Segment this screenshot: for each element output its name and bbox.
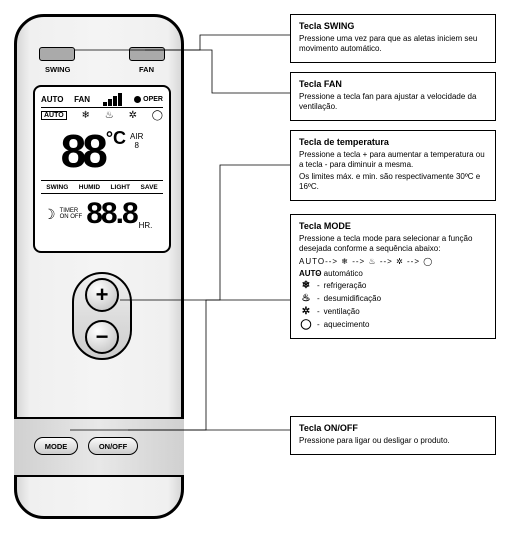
temp-display: 88: [61, 128, 104, 174]
mode-item-dry: ♨-desumidificação: [299, 293, 487, 304]
callout-swing: Tecla SWING Pressione uma vez para que a…: [290, 14, 496, 63]
swing-button[interactable]: [39, 47, 75, 61]
mode-list: AUTO-automático ❄-refrigeração ♨-desumid…: [299, 269, 487, 330]
mode-item-label: refrigeração: [324, 281, 367, 290]
mode-item-cool: ❄-refrigeração: [299, 280, 487, 291]
mode-item-label: desumidificação: [324, 294, 381, 303]
lcd-light: LIGHT: [111, 184, 131, 191]
moon-icon: ☽: [43, 206, 56, 223]
air-number: 8: [134, 141, 138, 150]
callout-fan: Tecla FAN Pressione a tecla fan para aju…: [290, 72, 496, 121]
lcd-auto: AUTO: [41, 95, 64, 104]
oper-text: OPER: [143, 96, 163, 103]
mode-item-label: automático: [324, 269, 363, 278]
oper-light-icon: [134, 96, 141, 103]
fan-icon: ✲: [129, 110, 137, 121]
callout-temp-body2: Os limites máx. e min. são respectivamen…: [299, 172, 487, 192]
temp-up-button[interactable]: +: [85, 278, 119, 312]
mode-item-heat: ◯-aquecimento: [299, 319, 487, 330]
oper-indicator: OPER: [134, 96, 163, 103]
callout-temp-body1: Pressione a tecla + para aumentar a temp…: [299, 150, 487, 170]
callout-onoff-body: Pressione para ligar ou desligar o produ…: [299, 436, 487, 446]
degree-label: °C: [106, 128, 126, 149]
callout-swing-body: Pressione uma vez para que as aletas ini…: [299, 34, 487, 54]
temp-down-button[interactable]: −: [85, 320, 119, 354]
heat-icon: ◯: [299, 319, 313, 330]
mode-auto: AUTO: [41, 111, 67, 120]
air-text: AIR: [130, 132, 143, 141]
lcd-swing: SWING: [46, 184, 68, 191]
callout-temp: Tecla de temperatura Pressione a tecla +…: [290, 130, 496, 201]
mode-item-label: ventilação: [324, 307, 360, 316]
mode-item-icon: AUTO: [299, 269, 313, 278]
fan-button[interactable]: [129, 47, 165, 61]
timer-label: TIMER ON OFF: [60, 208, 83, 220]
air-indicator: AIR 8: [130, 132, 143, 150]
remote-body: SWING FAN AUTO FAN OPER AUTO ❄ ♨ ✲: [14, 14, 184, 519]
lcd-humid: HUMID: [79, 184, 100, 191]
hr-label: HR.: [139, 221, 153, 230]
callout-fan-body: Pressione a tecla fan para ajustar a vel…: [299, 92, 487, 112]
callout-mode: Tecla MODE Pressione a tecla mode para s…: [290, 214, 496, 339]
mode-item-fan: ✲-ventilação: [299, 306, 487, 317]
mode-button[interactable]: MODE: [34, 437, 78, 455]
callout-mode-body: Pressione a tecla mode para selecionar a…: [299, 234, 487, 254]
callout-swing-title: Tecla SWING: [299, 21, 487, 31]
dry-icon: ♨: [105, 110, 114, 121]
swing-label: SWING: [45, 65, 70, 74]
snowflake-icon: ❄: [82, 110, 90, 121]
dry-icon: ♨: [299, 293, 313, 304]
lcd-screen: AUTO FAN OPER AUTO ❄ ♨ ✲ ◯ 88 °C: [33, 85, 171, 253]
callout-fan-title: Tecla FAN: [299, 79, 487, 89]
callout-onoff-title: Tecla ON/OFF: [299, 423, 487, 433]
fan-icon: ✲: [299, 306, 313, 317]
lcd-save: SAVE: [141, 184, 158, 191]
timer-display: 88.8: [86, 199, 136, 229]
heat-icon: ◯: [152, 110, 163, 121]
callout-onoff: Tecla ON/OFF Pressione para ligar ou des…: [290, 416, 496, 455]
fan-label: FAN: [139, 65, 154, 74]
callout-mode-title: Tecla MODE: [299, 221, 487, 231]
temp-pad: + −: [72, 272, 132, 360]
onoff-text: ON OFF: [60, 214, 83, 220]
snowflake-icon: ❄: [299, 280, 313, 291]
mode-item-label: aquecimento: [324, 320, 370, 329]
fan-bars-icon: [103, 93, 122, 106]
mode-sequence: AUTO--> ❄ --> ♨ --> ✲ --> ◯: [299, 257, 487, 266]
onoff-button[interactable]: ON/OFF: [88, 437, 138, 455]
lcd-fan: FAN: [74, 95, 90, 104]
mode-item-auto: AUTO-automático: [299, 269, 487, 278]
bottom-panel: MODE ON/OFF: [14, 417, 184, 477]
callout-temp-title: Tecla de temperatura: [299, 137, 487, 147]
